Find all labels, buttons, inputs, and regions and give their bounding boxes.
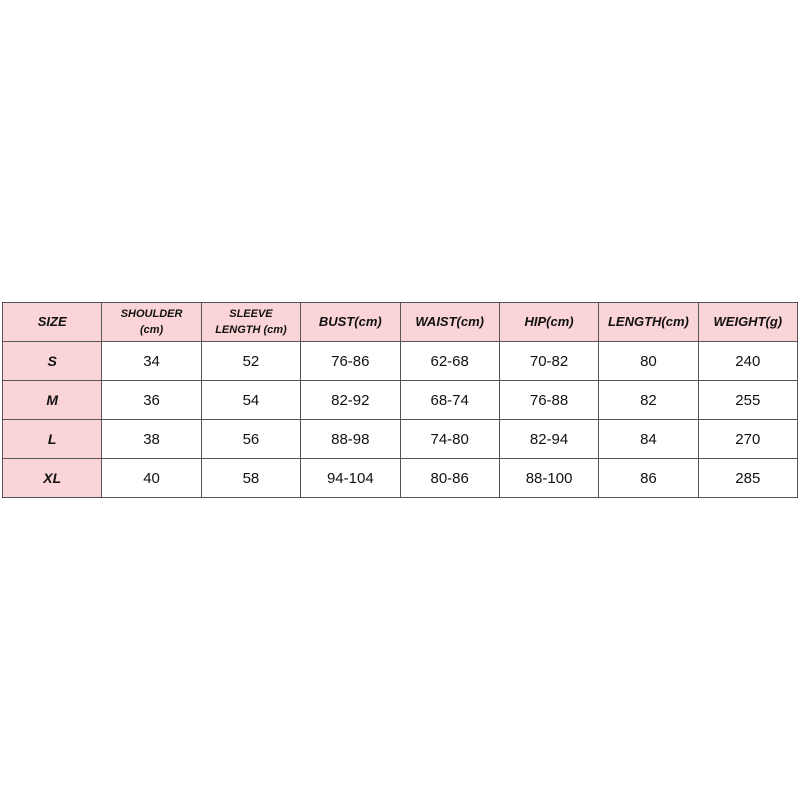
size-chart: SIZE SHOULDER (cm) SLEEVE LENGTH (cm) BUST(… (1, 302, 799, 498)
data-cell: 84 (598, 419, 699, 459)
data-cell: 255 (697, 380, 799, 420)
size-cell: S (1, 341, 103, 381)
header-cell: SHOULDER (cm) (101, 302, 202, 342)
data-cell: 270 (697, 419, 799, 459)
data-cell: 80 (598, 341, 699, 381)
header-cell: SLEEVE LENGTH (cm) (200, 302, 302, 342)
data-cell: 88-98 (300, 419, 401, 459)
data-cell: 285 (697, 458, 799, 498)
data-cell: 80-86 (399, 458, 500, 498)
header-cell: HIP(cm) (498, 302, 600, 342)
data-cell: 34 (101, 341, 202, 381)
data-cell: 54 (200, 380, 302, 420)
data-cell: 74-80 (399, 419, 500, 459)
data-cell: 82-92 (300, 380, 401, 420)
header-cell: BUST(cm) (300, 302, 401, 342)
data-cell: 68-74 (399, 380, 500, 420)
data-cell: 38 (101, 419, 202, 459)
data-cell: 240 (697, 341, 799, 381)
header-cell: SIZE (1, 302, 103, 342)
header-cell: LENGTH(cm) (598, 302, 699, 342)
data-cell: 40 (101, 458, 202, 498)
data-cell: 88-100 (498, 458, 600, 498)
data-cell: 62-68 (399, 341, 500, 381)
size-cell: L (1, 419, 103, 459)
size-cell: XL (1, 458, 103, 498)
data-row: XL 40 58 94-104 80-86 88-100 86 285 (1, 458, 799, 498)
data-cell: 58 (200, 458, 302, 498)
data-cell: 82 (598, 380, 699, 420)
data-cell: 76-86 (300, 341, 401, 381)
header-row: SIZE SHOULDER (cm) SLEEVE LENGTH (cm) BUST(… (1, 302, 799, 342)
size-cell: M (1, 380, 103, 420)
data-cell: 94-104 (300, 458, 401, 498)
data-cell: 36 (101, 380, 202, 420)
data-row: M 36 54 82-92 68-74 76-88 82 255 (1, 380, 799, 420)
data-cell: 52 (200, 341, 302, 381)
header-cell: WAIST(cm) (399, 302, 500, 342)
data-cell: 56 (200, 419, 302, 459)
size-table: SIZE SHOULDER (cm) SLEEVE LENGTH (cm) BUST(… (1, 302, 799, 498)
header-cell: WEIGHT(g) (697, 302, 799, 342)
data-row: L 38 56 88-98 74-80 82-94 84 270 (1, 419, 799, 459)
data-cell: 82-94 (498, 419, 600, 459)
data-cell: 76-88 (498, 380, 600, 420)
data-row: S 34 52 76-86 62-68 70-82 80 240 (1, 341, 799, 381)
data-cell: 70-82 (498, 341, 600, 381)
data-cell: 86 (598, 458, 699, 498)
table-body: SIZE SHOULDER (cm) SLEEVE LENGTH (cm) BUST(… (1, 302, 799, 498)
